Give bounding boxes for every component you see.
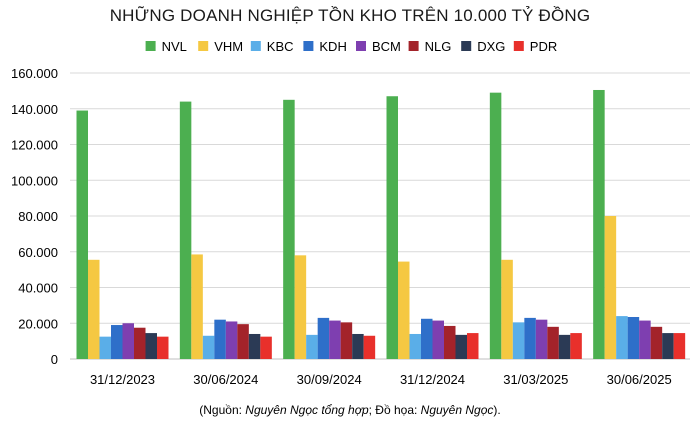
- bar-vhm: [294, 255, 307, 359]
- source-close: ).: [493, 403, 501, 417]
- bar-bcm: [639, 320, 651, 359]
- bar-pdr: [570, 333, 582, 359]
- bar-kdh: [317, 317, 330, 359]
- bar-kdh: [111, 325, 123, 359]
- source-author: Nguyên Ngọc tổng hợp: [245, 403, 369, 417]
- bar-kbc: [202, 335, 215, 359]
- bar-nvl: [593, 89, 605, 359]
- legend-swatch-bcm: [356, 41, 366, 51]
- bar-dxg: [248, 333, 261, 359]
- bar-nvl: [76, 110, 88, 359]
- legend-swatch-dxg: [461, 41, 472, 51]
- legend-label: BCM: [372, 39, 401, 54]
- bar-vhm: [191, 254, 203, 359]
- bar-nlg: [340, 322, 353, 359]
- y-tick-label: 140.000: [11, 102, 58, 117]
- x-tick-label: 31/12/2024: [400, 372, 465, 387]
- bar-nvl: [489, 92, 502, 359]
- legend-label: NLG: [425, 39, 452, 54]
- bar-kdh: [524, 317, 536, 359]
- bar-dxg: [145, 333, 157, 359]
- y-tick-label: 160.000: [11, 66, 58, 81]
- x-tick-label: 30/09/2024: [297, 372, 362, 387]
- bar-nvl: [386, 96, 398, 360]
- legend-swatch-nlg: [408, 41, 419, 51]
- legend-label: NVL: [162, 39, 187, 54]
- bar-kdh: [627, 316, 640, 359]
- bar-nvl: [283, 99, 295, 359]
- bar-vhm: [501, 259, 513, 359]
- source-mid: ; Đồ họa:: [368, 403, 421, 417]
- legend-label: KBC: [267, 39, 294, 54]
- chart-title: NHỮNG DOANH NGHIỆP TỒN KHO TRÊN 10.000 T…: [109, 6, 591, 25]
- legend-label: KDH: [319, 39, 346, 54]
- x-tick-label: 30/06/2024: [193, 372, 258, 387]
- bar-dxg: [352, 333, 364, 359]
- legend-swatch-nvl: [145, 41, 156, 51]
- y-tick-label: 120.000: [11, 138, 58, 153]
- legend-label: PDR: [530, 39, 557, 54]
- bar-kbc: [409, 333, 421, 359]
- source-designer: Nguyên Ngọc: [420, 403, 494, 417]
- bar-nlg: [237, 324, 249, 359]
- bar-pdr: [157, 336, 169, 359]
- source-open: (Nguồn:: [199, 403, 246, 417]
- bar-pdr: [260, 336, 272, 359]
- x-tick-label: 30/06/2025: [607, 372, 672, 387]
- bar-dxg: [455, 334, 467, 359]
- bar-kdh: [421, 318, 433, 359]
- bar-bcm: [122, 323, 134, 359]
- source-note: (Nguồn: Nguyên Ngọc tổng hợp; Đồ họa: Ng…: [0, 403, 700, 417]
- bar-bcm: [535, 319, 548, 359]
- bar-vhm: [398, 261, 410, 359]
- legend-swatch-kdh: [303, 41, 314, 51]
- bar-nvl: [179, 101, 192, 359]
- bar-kbc: [616, 316, 628, 359]
- x-tick-label: 31/03/2025: [503, 372, 568, 387]
- bar-bcm: [432, 320, 444, 359]
- y-tick-label: 20.000: [18, 316, 58, 331]
- y-tick-label: 100.000: [11, 173, 58, 188]
- bar-nlg: [134, 327, 146, 359]
- bar-vhm: [88, 259, 100, 359]
- bar-bcm: [225, 321, 238, 359]
- bar-pdr: [673, 333, 686, 359]
- bar-kbc: [99, 336, 111, 359]
- bar-pdr: [363, 335, 376, 359]
- bar-dxg: [662, 333, 674, 359]
- legend-swatch-kbc: [250, 41, 261, 51]
- bar-nlg: [547, 326, 559, 359]
- y-tick-label: 0: [51, 352, 58, 367]
- bar-kbc: [512, 322, 525, 359]
- bar-vhm: [604, 216, 617, 359]
- bar-kbc: [306, 334, 318, 359]
- y-tick-label: 80.000: [18, 209, 58, 224]
- bar-pdr: [467, 333, 479, 359]
- bar-dxg: [558, 334, 571, 359]
- legend-label: VHM: [214, 39, 243, 54]
- x-tick-label: 31/12/2023: [90, 372, 155, 387]
- bar-bcm: [329, 320, 341, 359]
- bar-nlg: [444, 325, 456, 359]
- bar-nlg: [650, 326, 663, 359]
- legend-swatch-vhm: [198, 41, 209, 51]
- y-tick-label: 40.000: [18, 281, 58, 296]
- legend-label: DXG: [477, 39, 505, 54]
- bar-kdh: [214, 319, 226, 359]
- y-tick-label: 60.000: [18, 245, 58, 260]
- legend-swatch-pdr: [513, 41, 524, 51]
